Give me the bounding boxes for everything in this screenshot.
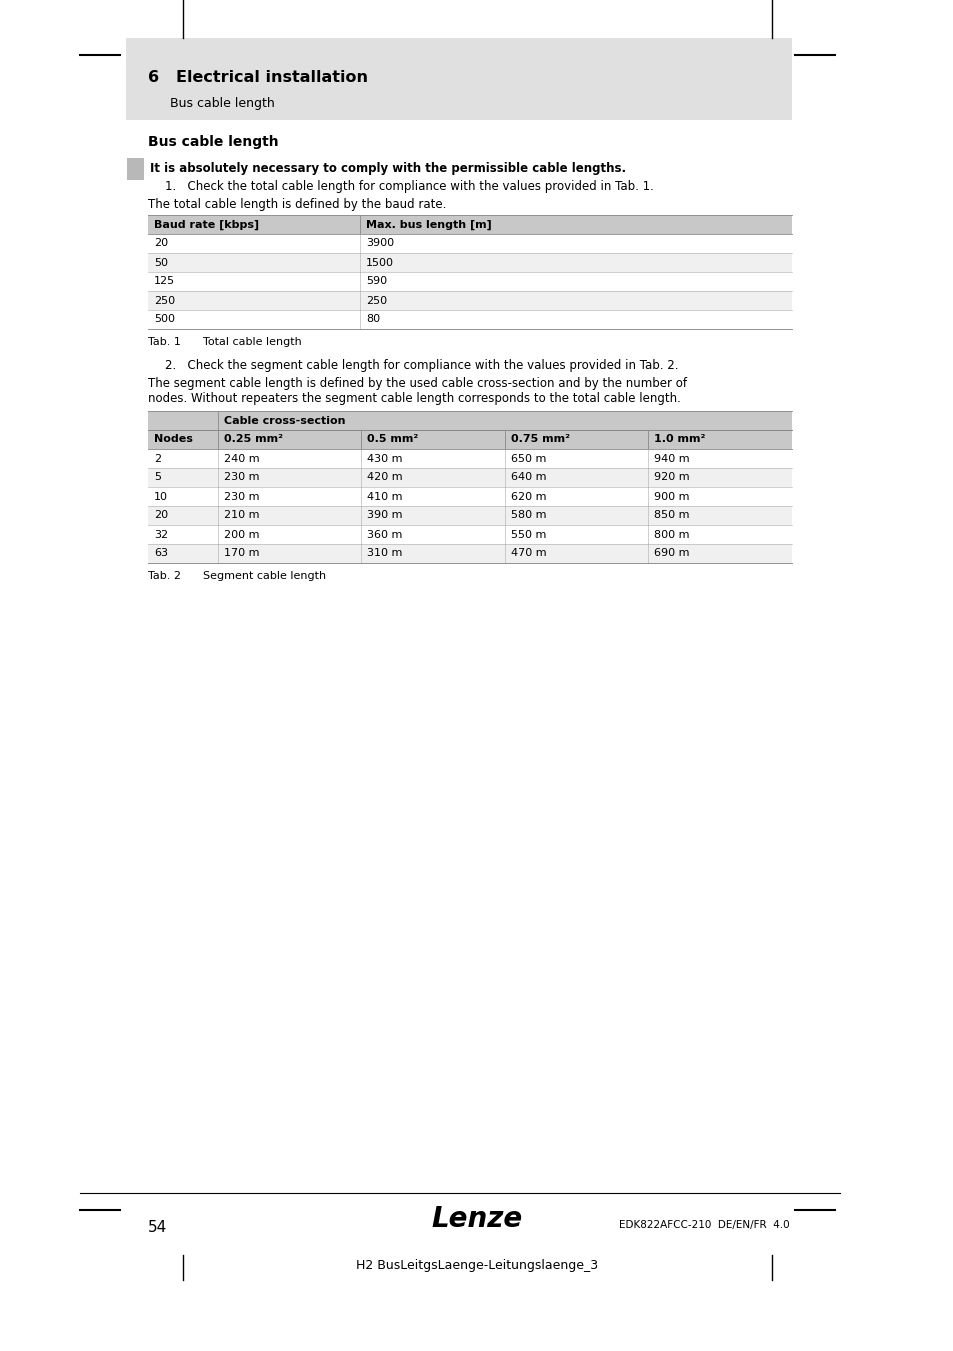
- Text: Bus cable length: Bus cable length: [148, 135, 278, 149]
- Text: 10: 10: [153, 492, 168, 501]
- Bar: [126, 38, 791, 120]
- Text: 590: 590: [366, 277, 387, 286]
- Text: 240 m: 240 m: [224, 454, 259, 463]
- Bar: [148, 467, 791, 486]
- Text: 690 m: 690 m: [654, 549, 689, 558]
- Bar: [148, 215, 791, 234]
- Text: 900 m: 900 m: [654, 492, 689, 501]
- Text: 170 m: 170 m: [224, 549, 259, 558]
- Bar: [148, 234, 791, 253]
- Text: 0.75 mm²: 0.75 mm²: [511, 435, 569, 444]
- Text: Max. bus length [m]: Max. bus length [m]: [366, 219, 491, 230]
- Text: 1.   Check the total cable length for compliance with the values provided in Tab: 1. Check the total cable length for comp…: [165, 180, 653, 193]
- Text: 63: 63: [153, 549, 168, 558]
- Text: 470 m: 470 m: [511, 549, 546, 558]
- Text: 230 m: 230 m: [224, 473, 259, 482]
- Text: 410 m: 410 m: [367, 492, 402, 501]
- Text: 620 m: 620 m: [511, 492, 546, 501]
- Text: 250: 250: [366, 296, 387, 305]
- Text: 580 m: 580 m: [511, 511, 546, 520]
- Text: 650 m: 650 m: [511, 454, 546, 463]
- Text: 2: 2: [153, 454, 161, 463]
- Text: Bus cable length: Bus cable length: [170, 96, 274, 109]
- Text: 80: 80: [366, 315, 379, 324]
- Bar: [148, 544, 791, 563]
- Bar: [127, 158, 144, 180]
- Text: 230 m: 230 m: [224, 492, 259, 501]
- Bar: [148, 507, 791, 526]
- Text: 20: 20: [153, 511, 168, 520]
- Text: Lenze: Lenze: [431, 1205, 522, 1233]
- Text: The total cable length is defined by the baud rate.: The total cable length is defined by the…: [148, 199, 446, 211]
- Text: 310 m: 310 m: [367, 549, 402, 558]
- Bar: [148, 253, 791, 272]
- Text: 2.   Check the segment cable length for compliance with the values provided in T: 2. Check the segment cable length for co…: [165, 359, 678, 372]
- Text: 250: 250: [153, 296, 175, 305]
- Text: Cable cross-section: Cable cross-section: [224, 416, 345, 426]
- Text: 125: 125: [153, 277, 175, 286]
- Text: 800 m: 800 m: [654, 530, 689, 539]
- Text: Tab. 2: Tab. 2: [148, 571, 181, 581]
- Bar: [148, 430, 791, 449]
- Text: 850 m: 850 m: [654, 511, 689, 520]
- Text: Tab. 1: Tab. 1: [148, 336, 181, 347]
- Text: 3900: 3900: [366, 239, 394, 249]
- Bar: [148, 290, 791, 309]
- Text: Segment cable length: Segment cable length: [203, 571, 326, 581]
- Text: 54: 54: [148, 1220, 167, 1235]
- Text: 200 m: 200 m: [224, 530, 259, 539]
- Text: 1.0 mm²: 1.0 mm²: [654, 435, 705, 444]
- Text: 6   Electrical installation: 6 Electrical installation: [148, 70, 368, 85]
- Text: nodes. Without repeaters the segment cable length corresponds to the total cable: nodes. Without repeaters the segment cab…: [148, 392, 680, 405]
- Text: 640 m: 640 m: [511, 473, 546, 482]
- Text: 550 m: 550 m: [511, 530, 546, 539]
- Text: H2 BusLeitgsLaenge-Leitungslaenge_3: H2 BusLeitgsLaenge-Leitungslaenge_3: [355, 1259, 598, 1271]
- Text: 210 m: 210 m: [224, 511, 259, 520]
- Text: 50: 50: [153, 258, 168, 267]
- Text: Nodes: Nodes: [153, 435, 193, 444]
- Text: 390 m: 390 m: [367, 511, 402, 520]
- Bar: [148, 272, 791, 290]
- Text: Baud rate [kbps]: Baud rate [kbps]: [153, 219, 259, 230]
- Text: 32: 32: [153, 530, 168, 539]
- Text: 500: 500: [153, 315, 174, 324]
- Text: 0.5 mm²: 0.5 mm²: [367, 435, 418, 444]
- Bar: [148, 449, 791, 467]
- Text: 920 m: 920 m: [654, 473, 689, 482]
- Text: EDK822AFCC-210  DE/EN/FR  4.0: EDK822AFCC-210 DE/EN/FR 4.0: [618, 1220, 789, 1229]
- Text: 5: 5: [153, 473, 161, 482]
- Text: 430 m: 430 m: [367, 454, 402, 463]
- Text: 360 m: 360 m: [367, 530, 402, 539]
- Bar: [148, 309, 791, 330]
- Text: 940 m: 940 m: [654, 454, 689, 463]
- Text: 0.25 mm²: 0.25 mm²: [224, 435, 283, 444]
- Text: 20: 20: [153, 239, 168, 249]
- Bar: [148, 526, 791, 544]
- Bar: [148, 411, 791, 430]
- Text: It is absolutely necessary to comply with the permissible cable lengths.: It is absolutely necessary to comply wit…: [150, 162, 625, 176]
- Text: 1500: 1500: [366, 258, 394, 267]
- Text: The segment cable length is defined by the used cable cross-section and by the n: The segment cable length is defined by t…: [148, 377, 686, 390]
- Text: 420 m: 420 m: [367, 473, 403, 482]
- Bar: [148, 486, 791, 507]
- Text: Total cable length: Total cable length: [203, 336, 301, 347]
